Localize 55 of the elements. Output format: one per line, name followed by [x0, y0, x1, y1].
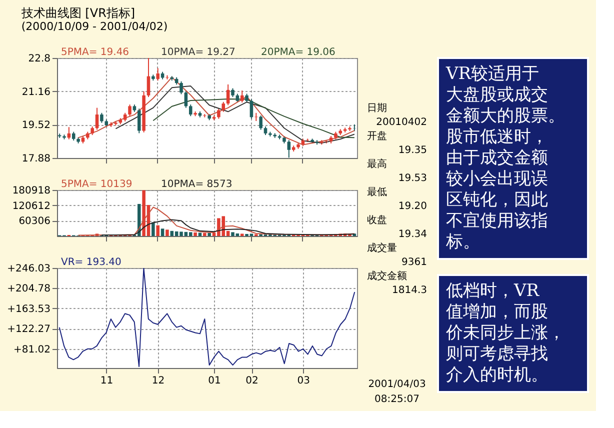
x-tick-label: 03	[297, 376, 310, 386]
text: 1814.3	[392, 285, 427, 296]
text: 9361	[402, 257, 427, 268]
y-tick-label: +122.27	[7, 324, 50, 336]
y-tick-label: 180918	[12, 186, 50, 196]
y-tick-label: 120612	[12, 200, 50, 212]
y-tick-label: +81.02	[13, 344, 50, 356]
text: 最高	[367, 158, 387, 170]
text: 最低	[367, 187, 387, 198]
text: 股市低迷时，	[446, 127, 548, 147]
text: 2001/04/03	[368, 379, 426, 390]
text: 介入的时机。	[446, 365, 548, 385]
text: 20PMA= 19.06	[261, 47, 336, 58]
text: 5PMA= 19.46	[61, 47, 130, 58]
text: 19.20	[398, 201, 427, 212]
text: 日期	[367, 102, 387, 114]
text: 5PMA= 10139	[61, 179, 132, 190]
text: 标。	[445, 232, 480, 252]
text: 由于成交金额	[446, 148, 548, 168]
y-tick-label: 60306	[18, 216, 50, 228]
text: 低档时，VR	[446, 281, 540, 301]
text: 值增加，而股	[446, 302, 548, 322]
text: 19.34	[398, 229, 427, 240]
text: 10PMA= 19.27	[161, 47, 236, 58]
text: 10PMA= 8573	[161, 179, 232, 190]
text: 19.35	[398, 145, 427, 156]
y-tick-label: 19.52	[22, 120, 50, 132]
text: 19.53	[398, 173, 427, 184]
text: 不宜使用该指	[446, 211, 548, 231]
y-tick-label: +163.53	[7, 304, 50, 315]
y-tick-label: 17.88	[22, 154, 50, 164]
chart-title: 技术曲线图 [VR指标]	[20, 6, 136, 20]
text: 成交金额	[367, 270, 407, 282]
text: VR较适用于	[445, 64, 540, 84]
y-tick-label: +246.03	[7, 264, 50, 274]
y-tick-label: +204.78	[7, 284, 50, 295]
y-tick-label: 22.8	[28, 54, 50, 64]
text: 则可考虑寻找	[446, 344, 548, 364]
x-tick-label: 01	[208, 376, 221, 386]
text: VR= 193.40	[61, 257, 122, 268]
text: 区钝化，因此	[446, 190, 548, 210]
x-tick-label: 11	[100, 376, 114, 386]
text: 开盘	[367, 130, 387, 142]
chart-subtitle: (2000/10/09 - 2001/04/02)	[21, 20, 168, 33]
y-tick-label: 21.16	[22, 86, 50, 98]
text: 较小会出现误	[446, 169, 548, 189]
x-tick-label: 02	[246, 376, 258, 386]
text: 大盘股或成交	[446, 85, 548, 105]
text: 成交量	[367, 242, 397, 254]
text: 20010402	[376, 117, 427, 128]
text: 08:25:07	[374, 394, 420, 405]
text: 金额大的股票。	[446, 106, 565, 126]
text: 价未同步上涨，	[445, 323, 565, 343]
text: 收盘	[367, 214, 387, 226]
x-tick-label: 12	[152, 376, 165, 386]
